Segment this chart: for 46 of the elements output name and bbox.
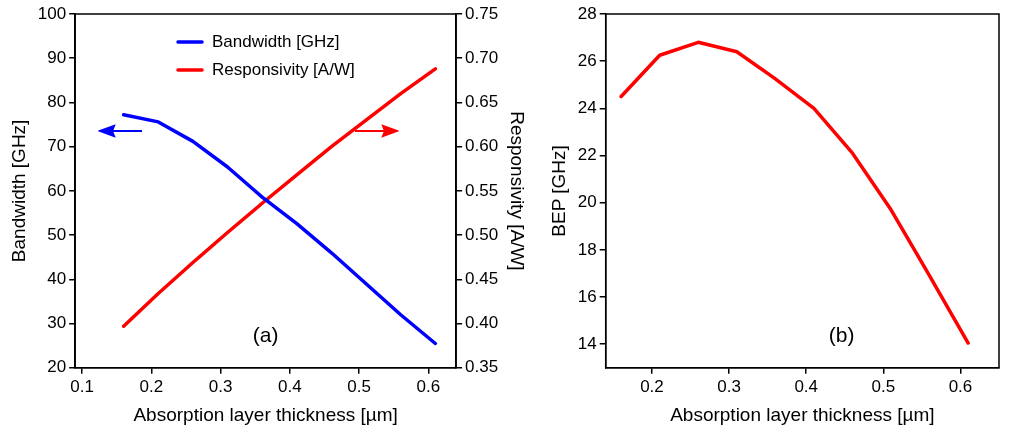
y2-tick-label: 0.65 xyxy=(465,92,499,112)
y-tick-label: 20 xyxy=(47,357,67,377)
annotation: (b) xyxy=(828,322,855,346)
y2-tick-label: 0.40 xyxy=(465,313,499,333)
annotation: (a) xyxy=(252,322,279,346)
x-tick-label: 0.3 xyxy=(208,376,233,396)
y-tick-label: 26 xyxy=(577,50,597,70)
x-axis-title: Absorption layer thickness [µm] xyxy=(670,403,935,425)
y-tick-label: 100 xyxy=(37,3,67,23)
y-tick-label: 16 xyxy=(577,286,597,306)
legend-label: Bandwidth [GHz] xyxy=(212,31,340,51)
y2-axis-title: Responsivity [A/W] xyxy=(507,111,529,271)
y-tick-label: 24 xyxy=(577,98,597,118)
y2-tick-label: 0.35 xyxy=(465,357,499,377)
y2-tick-label: 0.55 xyxy=(465,180,499,200)
y-tick-label: 22 xyxy=(577,145,597,165)
y-tick-label: 70 xyxy=(47,136,67,156)
x-tick-label: 0.4 xyxy=(794,376,819,396)
legend-label: Responsivity [A/W] xyxy=(212,59,355,79)
y-tick-label: 20 xyxy=(577,192,597,212)
x-axis-title: Absorption layer thickness [µm] xyxy=(133,403,398,425)
y2-tick-label: 0.70 xyxy=(465,47,499,67)
y-tick-label: 14 xyxy=(577,333,597,353)
y-tick-label: 30 xyxy=(47,313,67,333)
y-axis-title: BEP [GHz] xyxy=(547,145,569,237)
x-tick-label: 0.6 xyxy=(948,376,973,396)
x-tick-label: 0.2 xyxy=(640,376,664,396)
x-tick-label: 0.6 xyxy=(416,376,441,396)
y-axis-title: Bandwidth [GHz] xyxy=(7,119,29,263)
x-tick-label: 0.2 xyxy=(139,376,164,396)
y2-tick-label: 0.50 xyxy=(465,224,499,244)
y2-tick-label: 0.60 xyxy=(465,136,499,156)
y2-tick-label: 0.75 xyxy=(465,3,499,23)
y-tick-label: 90 xyxy=(47,47,67,67)
x-tick-label: 0.4 xyxy=(278,376,302,396)
x-tick-label: 0.3 xyxy=(717,376,741,396)
y-tick-label: 40 xyxy=(47,269,67,289)
y-tick-label: 50 xyxy=(47,224,67,244)
x-tick-label: 0.5 xyxy=(871,376,896,396)
x-tick-label: 0.1 xyxy=(70,376,94,396)
y-tick-label: 18 xyxy=(577,239,597,259)
y-tick-label: 80 xyxy=(47,92,67,112)
x-tick-label: 0.5 xyxy=(347,376,371,396)
y2-tick-label: 0.45 xyxy=(465,269,499,289)
y-tick-label: 28 xyxy=(577,3,597,23)
y-tick-label: 60 xyxy=(47,180,67,200)
